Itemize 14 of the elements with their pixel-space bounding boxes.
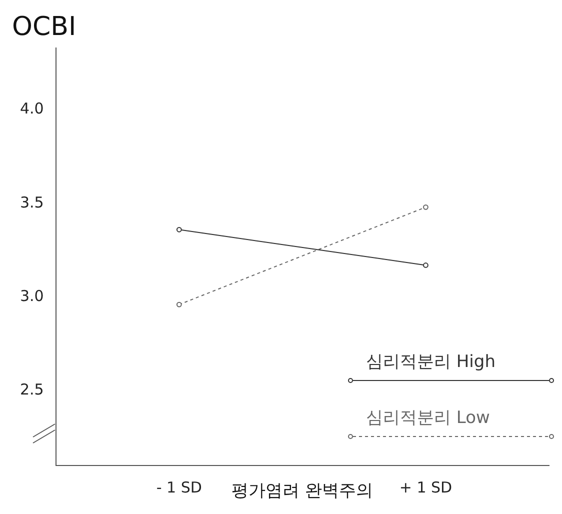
text: 심리적분리 Low: [365, 407, 491, 429]
x-tick-label: - 1 SD: [156, 478, 202, 496]
x-tick-label: + 1 SD: [399, 478, 452, 496]
text: 심리적분리 High: [365, 351, 496, 373]
x-axis-title: 평가염려 완벽주의: [232, 481, 374, 502]
y-tick-label: 3.0: [20, 286, 44, 305]
point: [423, 262, 428, 268]
y-tick-label: 3.5: [20, 193, 44, 212]
y-tick-label: 2.5: [20, 380, 44, 399]
y-axis-title: OCBI: [12, 12, 76, 42]
point: [423, 204, 428, 210]
point: [176, 226, 182, 232]
point: [176, 302, 182, 308]
y-tick-label: 4.0: [20, 100, 44, 118]
